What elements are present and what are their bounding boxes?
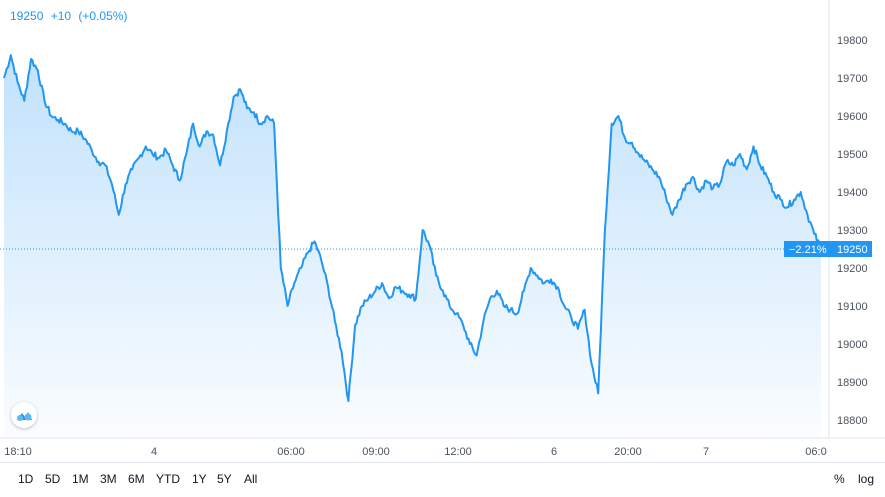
range-button-3m[interactable]: 3M (100, 472, 117, 486)
y-axis-tick-label: 19100 (837, 301, 868, 313)
y-axis-tick-label: 18800 (837, 415, 868, 427)
x-axis-tick-label: 4 (151, 446, 157, 458)
x-axis-tick-label: 20:00 (614, 446, 642, 458)
y-axis-tick-label: 19300 (837, 225, 868, 237)
price-chart[interactable]: 18800 18900 19000 19100 19200 19300 19400 19500… (0, 0, 885, 462)
price-change-percent: (+0.05%) (78, 9, 128, 23)
price-line (3, 54, 822, 402)
y-axis-tick-label: 19800 (837, 35, 868, 47)
range-button-ytd[interactable]: YTD (156, 472, 180, 486)
x-axis-tick-label: 18:10 (4, 446, 32, 458)
time-range-bar: 1D 5D 1M 3M 6M YTD 1Y 5Y All % log (0, 462, 885, 497)
range-button-5y[interactable]: 5Y (217, 472, 232, 486)
ticker-header: 19250 +10 (+0.05%) (10, 9, 131, 23)
last-price: 19250 (10, 9, 44, 23)
range-button-1d[interactable]: 1D (18, 472, 34, 486)
price-badge-label: 19250 (837, 244, 868, 256)
cloud-logo-icon (17, 412, 32, 421)
y-axis-tick-label: 19000 (837, 339, 868, 351)
tradingview-logo[interactable] (11, 402, 37, 428)
range-button-all[interactable]: All (244, 472, 258, 486)
y-axis-tick-label: 19700 (837, 73, 868, 85)
change-badge (784, 241, 830, 257)
chart-area[interactable]: 19250 +10 (+0.05%) 18800 18900 19000 19100 1… (0, 0, 885, 462)
x-axis-tick-label: 6 (551, 446, 557, 458)
y-axis-tick-label: 19500 (837, 149, 868, 161)
y-axis-tick-label: 19200 (837, 263, 868, 275)
x-axis-tick-label: 06:00 (277, 446, 305, 458)
price-badge (830, 241, 872, 257)
x-axis-tick-label: 09:00 (362, 446, 390, 458)
range-button-1y[interactable]: 1Y (192, 472, 207, 486)
y-axis-tick-label: 19600 (837, 111, 868, 123)
change-badge-label: −2.21% (789, 244, 827, 256)
x-axis-tick-label: 7 (703, 446, 709, 458)
price-area-fill (4, 55, 821, 438)
percent-scale-button[interactable]: % (834, 472, 845, 486)
x-axis-tick-label: 06:0 (805, 446, 826, 458)
price-change: +10 (50, 9, 72, 23)
range-button-1m[interactable]: 1M (72, 472, 89, 486)
log-scale-button[interactable]: log (858, 472, 875, 486)
range-button-6m[interactable]: 6M (128, 472, 145, 486)
y-axis-tick-label: 19400 (837, 187, 868, 199)
x-axis-tick-label: 12:00 (444, 446, 472, 458)
y-axis-tick-label: 18900 (837, 377, 868, 389)
range-button-5d[interactable]: 5D (45, 472, 61, 486)
